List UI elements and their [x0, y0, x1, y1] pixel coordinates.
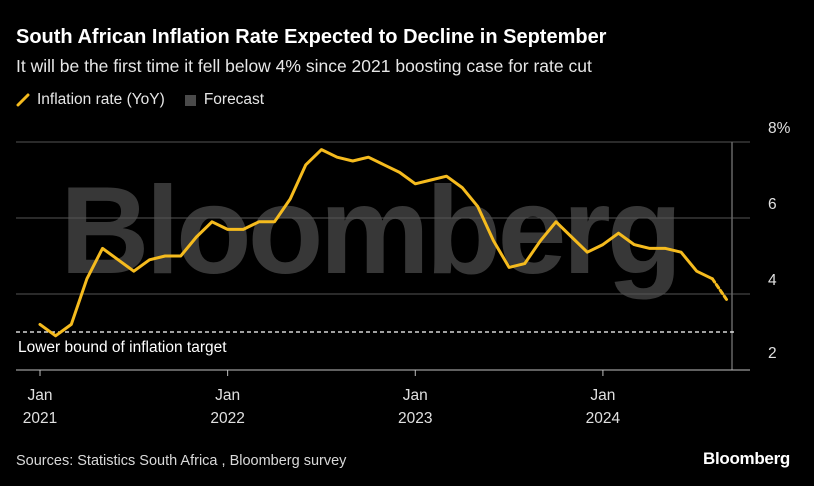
legend-label-forecast: Forecast: [203, 91, 265, 108]
axis-layer: 8% 6 4 2 Jan 2021 Jan 2022 Jan 2023 Jan 2024: [16, 120, 791, 427]
bloomberg-logo: Bloomberg: [702, 449, 790, 468]
grid-layer: [16, 141, 750, 370]
reference-label: Lower bound of inflation target: [18, 339, 227, 356]
forecast-swatch-icon: [184, 94, 196, 106]
y-tick-label: 6: [768, 196, 777, 213]
legend-label-inflation: Inflation rate (YoY): [37, 91, 165, 108]
series-line-forecast: [710, 277, 730, 304]
legend-item-inflation: Inflation rate (YoY): [16, 91, 165, 109]
series-layer: [38, 148, 730, 338]
x-tick-month: Jan: [403, 387, 428, 404]
reference-layer: Lower bound of inflation target: [16, 331, 736, 356]
x-tick-year: 2022: [210, 410, 244, 427]
legend-item-forecast: Forecast: [184, 91, 265, 109]
x-tick-year: 2021: [23, 410, 57, 427]
x-tick-year: 2024: [586, 410, 621, 427]
source-note: Sources: Statistics South Africa , Bloom…: [16, 453, 347, 469]
x-tick-month: Jan: [590, 387, 615, 404]
y-tick-label: 2: [768, 345, 777, 362]
chart-legend: Inflation rate (YoY) Forecast: [16, 91, 284, 109]
y-tick-label: 4: [768, 272, 777, 289]
chart-subtitle: It will be the first time it fell below …: [16, 56, 592, 76]
series-line-inflation: [38, 148, 714, 338]
x-tick-month: Jan: [28, 387, 53, 404]
x-tick-year: 2023: [398, 410, 432, 427]
x-tick-month: Jan: [215, 387, 240, 404]
chart-title: South African Inflation Rate Expected to…: [16, 26, 607, 48]
y-tick-label: 8%: [768, 120, 791, 137]
line-swatch-icon: [16, 93, 30, 107]
